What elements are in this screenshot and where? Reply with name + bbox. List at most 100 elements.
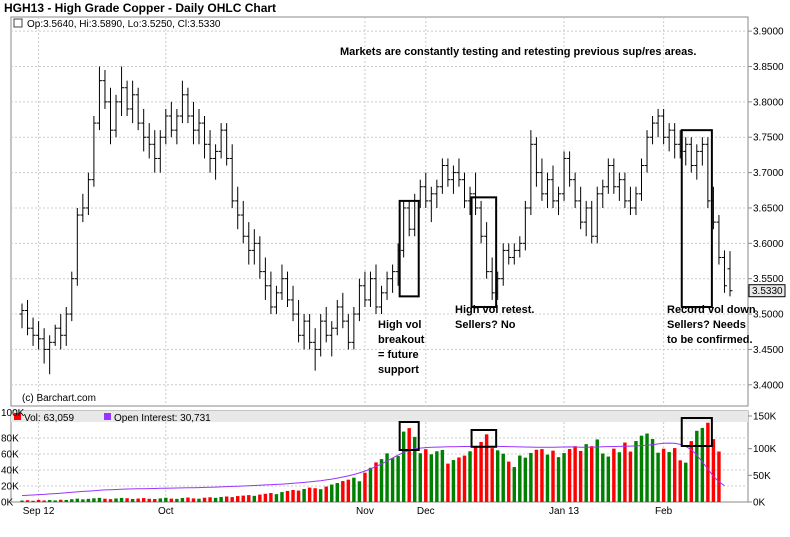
ohlc-bar xyxy=(694,144,700,180)
ohlc-bar xyxy=(58,314,64,350)
volume-bar xyxy=(136,498,140,502)
volume-bar xyxy=(462,455,467,502)
volume-bar xyxy=(158,498,162,502)
ohlc-bar xyxy=(190,101,196,145)
ohlc-bar xyxy=(406,200,412,237)
volume-highlight-boxes xyxy=(398,417,713,451)
volume-bar xyxy=(125,498,129,502)
annotation-line: High vol retest. xyxy=(455,304,534,316)
ohlc-bar xyxy=(633,186,639,216)
volume-bar xyxy=(224,496,229,502)
ohlc-bar xyxy=(340,292,346,329)
price-highlight-box xyxy=(470,196,498,308)
volume-bar xyxy=(457,457,461,502)
ohlc-bar xyxy=(528,130,534,216)
volume-bar xyxy=(202,497,207,502)
ohlc-bar xyxy=(102,70,108,109)
volume-bar xyxy=(695,430,699,502)
volume-bar xyxy=(236,496,240,502)
volume-bar xyxy=(280,492,284,502)
volume-bar xyxy=(108,499,113,502)
volume-bar xyxy=(424,449,428,502)
ohlc-bar xyxy=(627,186,633,216)
ohlc-bar xyxy=(423,172,429,208)
volume-bar xyxy=(623,442,627,502)
ohlc-bar xyxy=(522,200,528,251)
ohlc-bar xyxy=(91,116,97,187)
annotation-line: to be confirmed. xyxy=(667,334,753,346)
volume-bar xyxy=(595,439,599,502)
volume-bar xyxy=(628,451,633,502)
volume-bar xyxy=(717,451,721,502)
x-tick-label: Nov xyxy=(356,506,374,517)
volume-bar xyxy=(59,499,63,502)
ohlc-bar xyxy=(218,123,224,159)
ohlc-bar xyxy=(401,200,407,258)
volume-bar xyxy=(64,500,68,502)
volume-bar xyxy=(396,456,400,502)
ohlc-bar xyxy=(644,130,650,173)
price-highlight-boxes xyxy=(398,129,713,308)
ohlc-bar xyxy=(600,179,606,208)
ohlc-bar xyxy=(240,200,246,244)
ohlc-bar xyxy=(351,306,357,350)
ohlc-bar xyxy=(41,328,47,364)
price-tick-label: 3.6000 xyxy=(753,239,784,250)
annotation-line: breakout xyxy=(378,334,425,346)
volume-bar xyxy=(413,436,417,502)
ohlc-bar xyxy=(567,151,573,187)
last-price-tag: 3.5330 xyxy=(748,284,786,298)
volume-bar xyxy=(512,467,516,502)
ohlc-bar xyxy=(572,172,578,208)
price-y-axis: 3.9000 3.8500 3.8000 3.7500 3.7000 3.6500 3.60… xyxy=(748,27,784,391)
volume-bar xyxy=(495,450,500,502)
ohlc-bar xyxy=(716,215,722,265)
open-interest-legend-swatch xyxy=(104,413,111,420)
ohlc-bar xyxy=(279,264,285,300)
ohlc-bar xyxy=(445,158,451,187)
ohlc-bar xyxy=(467,186,473,216)
volume-bar xyxy=(551,450,555,502)
volume-bar xyxy=(501,453,505,502)
ohlc-bar xyxy=(74,207,80,286)
annotation-line: support xyxy=(378,364,419,376)
price-grid xyxy=(11,17,748,406)
price-bars xyxy=(19,66,733,375)
ohlc-bar xyxy=(229,144,235,208)
open-interest-line xyxy=(21,442,725,497)
volume-tick-label: 20K xyxy=(1,482,19,493)
ohlc-bar xyxy=(500,243,506,286)
volume-bar xyxy=(97,497,102,502)
price-tick-label: 3.6500 xyxy=(753,203,784,214)
price-tick-label: 3.7000 xyxy=(753,168,784,179)
volume-bar xyxy=(368,467,373,502)
volume-bar xyxy=(634,441,638,502)
price-tick-label: 3.8500 xyxy=(753,62,784,73)
ohlc-bar xyxy=(672,123,678,159)
ohlc-bar xyxy=(661,108,667,145)
price-tick-label: 3.5000 xyxy=(753,310,784,321)
ohlc-bar xyxy=(639,158,644,201)
ohlc-bar xyxy=(517,236,523,258)
x-axis: Sep 12 Oct Nov Dec Jan 13 Feb xyxy=(23,506,673,517)
ohlc-bar xyxy=(456,158,462,187)
annotation-line: Markets are constantly testing and retes… xyxy=(340,46,696,58)
volume-legend-swatch xyxy=(14,413,21,420)
ohlc-bar xyxy=(439,158,445,194)
ohlc-bar xyxy=(163,108,169,145)
annotation-line: Sellers? Needs xyxy=(667,319,746,331)
ohlc-bar xyxy=(296,299,302,343)
volume-bar xyxy=(241,495,245,502)
ohlc-bar xyxy=(69,271,75,322)
ohlc-bar xyxy=(47,335,53,375)
volume-bar xyxy=(507,461,511,502)
ohlc-bar xyxy=(511,243,517,265)
annotation-line: High vol xyxy=(378,319,421,331)
volume-bar xyxy=(103,498,107,502)
ohlc-bar xyxy=(727,251,733,297)
ohlc-bar xyxy=(207,130,213,173)
ohlc-bar xyxy=(561,151,567,201)
volume-bar xyxy=(230,497,234,502)
ohlc-bar xyxy=(251,229,257,265)
